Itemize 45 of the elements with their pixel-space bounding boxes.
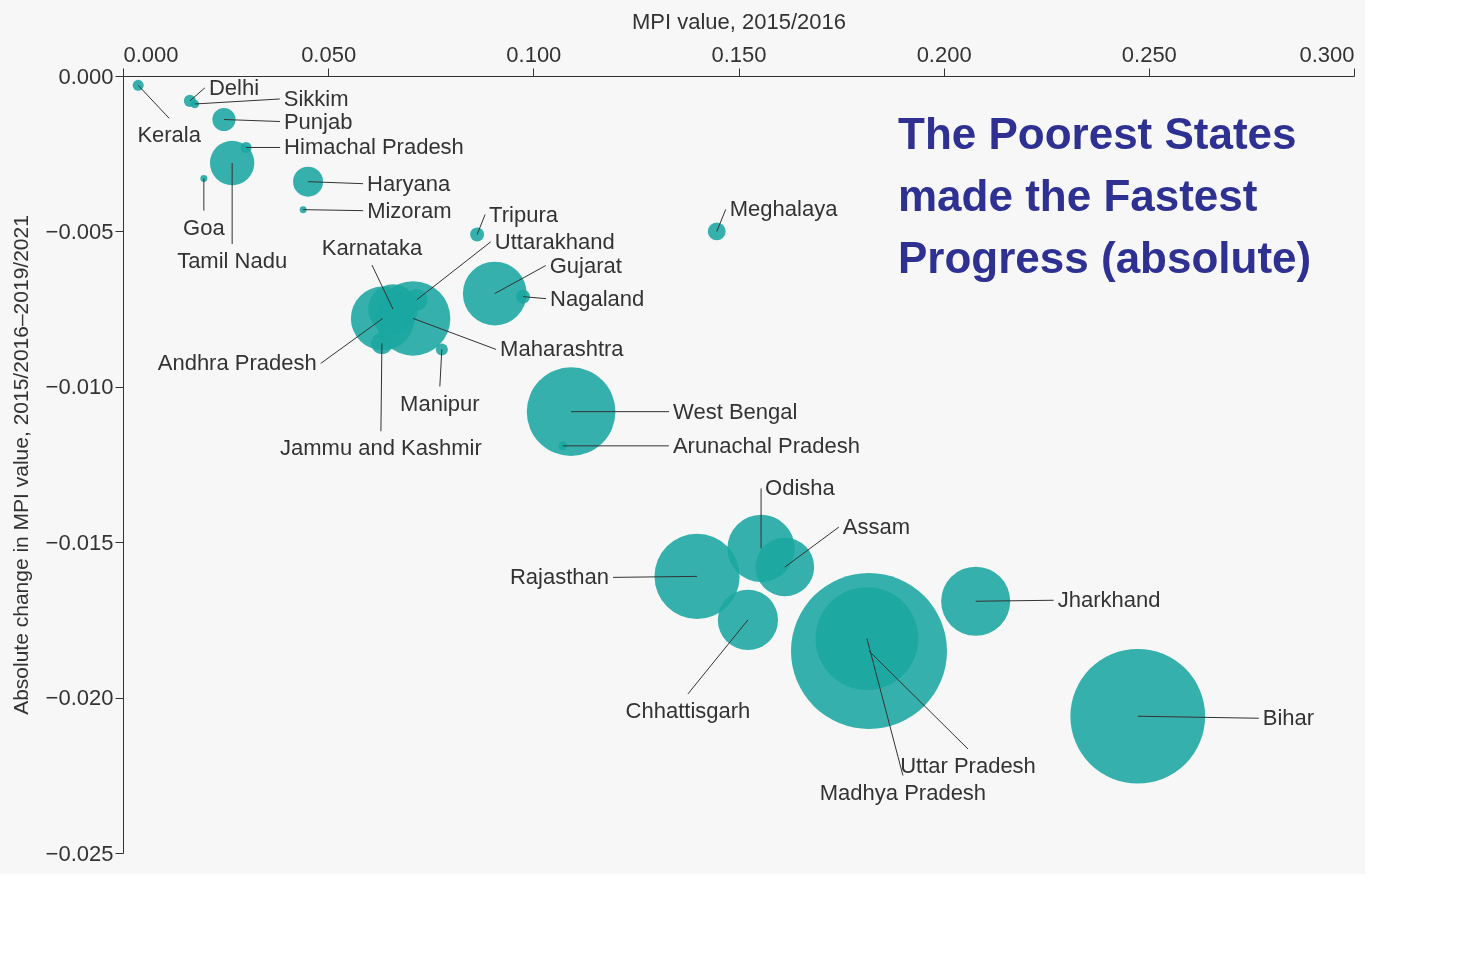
annotation: Odisha bbox=[765, 475, 836, 501]
annotation: Punjab bbox=[283, 108, 353, 134]
annotation: Manipur bbox=[400, 390, 480, 416]
annotation: Bihar bbox=[1262, 705, 1315, 731]
annotation: Haryana bbox=[367, 170, 451, 196]
annotation: Delhi bbox=[208, 74, 260, 100]
x-tick-label: 0.300 bbox=[1299, 41, 1355, 67]
annotation: Gujarat bbox=[549, 252, 622, 278]
y-tick-label: 0.000 bbox=[58, 63, 114, 89]
annotation: Tripura bbox=[489, 201, 559, 227]
x-tick-label: 0.000 bbox=[123, 41, 179, 67]
annotation: Sikkim bbox=[283, 85, 349, 111]
annotation: Madhya Pradesh bbox=[819, 779, 987, 805]
y-axis-title: Absolute change in MPI value, 2015/2016–2019/2021 bbox=[8, 215, 32, 715]
y-tick-label: −0.015 bbox=[45, 529, 114, 555]
annotation: Meghalaya bbox=[729, 196, 839, 222]
x-tick-label: 0.050 bbox=[301, 41, 357, 67]
x-tick-label: 0.200 bbox=[916, 41, 972, 67]
y-tick-label: −0.025 bbox=[45, 840, 114, 866]
x-axis-title: MPI value, 2015/2016 bbox=[631, 8, 847, 34]
x-tick-label: 0.150 bbox=[711, 41, 767, 67]
annotation: Jammu and Kashmir bbox=[280, 435, 482, 461]
annotation: Tamil Nadu bbox=[177, 248, 288, 274]
annotation: Assam bbox=[842, 514, 911, 540]
annotation: Mizoram bbox=[367, 197, 452, 223]
annotation: Kerala bbox=[137, 122, 202, 148]
annotation: Andhra Pradesh bbox=[157, 350, 317, 376]
text: The Poorest States made the Fastest Progress (absolute) bbox=[898, 109, 1312, 282]
annotation: Uttar Pradesh bbox=[900, 752, 1036, 778]
annotation: Jharkhand bbox=[1057, 587, 1161, 613]
y-tick-label: −0.005 bbox=[45, 218, 114, 244]
x-tick-label: 0.100 bbox=[506, 41, 562, 67]
annotation: Himachal Pradesh bbox=[284, 134, 464, 160]
annotation: Goa bbox=[183, 214, 226, 240]
annotation: Chhattisgarh bbox=[625, 697, 751, 723]
annotation: Nagaland bbox=[550, 285, 645, 311]
y-tick-label: −0.020 bbox=[45, 685, 114, 711]
x-tick-label: 0.250 bbox=[1121, 41, 1177, 67]
annotation: Rajasthan bbox=[509, 564, 610, 590]
annotation: Arunachal Pradesh bbox=[672, 432, 860, 458]
annotation: Maharashtra bbox=[500, 336, 625, 362]
y-tick-label: −0.010 bbox=[45, 374, 114, 400]
annotation: Karnataka bbox=[321, 235, 423, 261]
annotation: Uttarakhand bbox=[494, 228, 615, 254]
annotation: West Bengal bbox=[673, 398, 798, 424]
